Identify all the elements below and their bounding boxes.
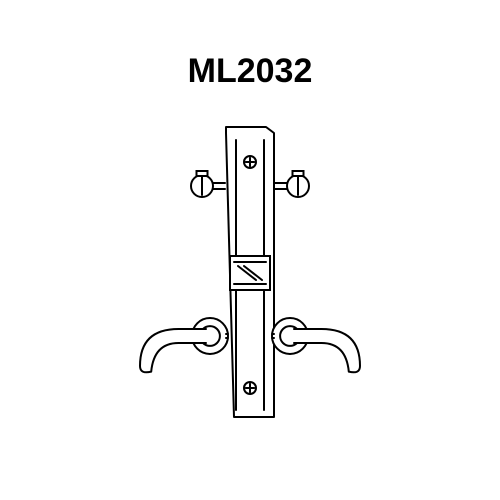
lockset-diagram [0,0,500,500]
